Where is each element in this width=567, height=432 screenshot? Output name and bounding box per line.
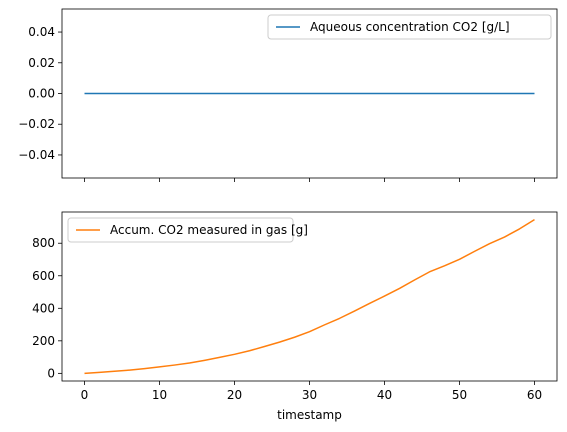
x-tick-label: 20 <box>227 388 242 402</box>
y-tick-label: 800 <box>32 236 55 250</box>
x-tick-label: 0 <box>81 388 89 402</box>
series-line-accum-co2 <box>84 219 535 375</box>
y-tick-label: 600 <box>32 269 55 283</box>
y-tick-label: 0.04 <box>28 25 55 39</box>
x-tick-label: 50 <box>452 388 467 402</box>
x-tick-label: 10 <box>152 388 167 402</box>
axes-frame <box>61 211 558 382</box>
y-tick-label: −0.04 <box>18 148 55 162</box>
y-tick-label: 400 <box>32 301 55 315</box>
y-tick-label: 200 <box>32 334 55 348</box>
x-tick-label: 60 <box>527 388 542 402</box>
x-tick-label: 40 <box>377 388 392 402</box>
top-subplot: −0.04 −0.02 0.00 0.02 0.04 Aqueous concentrat… <box>18 8 558 182</box>
legend-box <box>67 217 294 243</box>
legend-box <box>267 14 552 40</box>
legend: Accum. CO2 measured in gas [g] <box>67 217 308 243</box>
bottom-subplot: 0 10 20 30 40 50 600200400600800timestampAccum… <box>32 211 558 422</box>
y-tick-label: 0.02 <box>28 56 55 70</box>
axes-frame <box>61 8 558 179</box>
x-axis-label: timestamp <box>277 408 342 422</box>
x-tick-label: 30 <box>302 388 317 402</box>
legend-label: Accum. CO2 measured in gas [g] <box>110 223 308 237</box>
legend: Aqueous concentration CO2 [g/L] <box>267 14 552 40</box>
y-tick-label: 0.00 <box>28 87 55 101</box>
legend-label: Aqueous concentration CO2 [g/L] <box>310 20 510 34</box>
y-tick-label: −0.02 <box>18 117 55 131</box>
y-tick-label: 0 <box>47 366 55 380</box>
